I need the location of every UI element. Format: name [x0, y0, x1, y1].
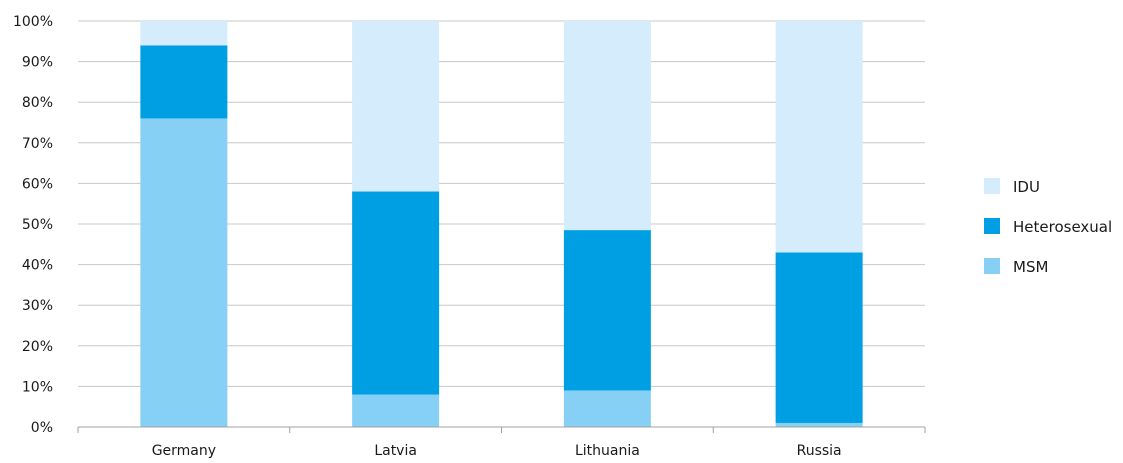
- legend-swatch-idu: [984, 178, 1000, 194]
- y-tick-label: 30%: [22, 298, 53, 314]
- legend-swatch-heterosexual: [984, 218, 1000, 234]
- y-tick-label: 40%: [22, 258, 53, 274]
- x-tick-label-russia: Russia: [797, 443, 842, 459]
- bar-lithuania-msm: [563, 390, 651, 427]
- bar-lithuania-heterosexual: [563, 230, 651, 391]
- legend: IDU Heterosexual MSM: [984, 178, 1112, 276]
- y-tick-label: 70%: [22, 136, 53, 152]
- legend-label-heterosexual: Heterosexual: [1013, 218, 1112, 236]
- bar-latvia-msm: [352, 394, 440, 427]
- y-axis-tick-labels: 0% 10% 20% 30% 40% 50% 60% 70% 80% 90% 100%: [13, 14, 53, 436]
- bars: [140, 21, 863, 427]
- bar-germany-heterosexual: [140, 45, 228, 119]
- bar-germany-idu: [140, 21, 228, 46]
- y-tick-label: 0%: [31, 420, 53, 436]
- bar-russia-msm: [775, 422, 863, 427]
- y-tick-label: 50%: [22, 217, 53, 233]
- x-tick-label-latvia: Latvia: [374, 443, 417, 459]
- y-tick-label: 10%: [22, 379, 53, 395]
- bar-lithuania-idu: [563, 21, 651, 231]
- legend-label-idu: IDU: [1013, 178, 1040, 196]
- legend-label-msm: MSM: [1013, 258, 1048, 276]
- bar-russia-idu: [775, 21, 863, 253]
- bar-latvia-heterosexual: [352, 191, 440, 395]
- y-tick-label: 60%: [22, 176, 53, 192]
- y-tick-label: 80%: [22, 95, 53, 111]
- bar-latvia-idu: [352, 21, 440, 192]
- y-tick-label: 20%: [22, 339, 53, 355]
- y-tick-label: 90%: [22, 55, 53, 71]
- x-axis: [77, 426, 926, 433]
- bar-germany-msm: [140, 118, 228, 427]
- bar-russia-heterosexual: [775, 252, 863, 423]
- x-tick-label-lithuania: Lithuania: [575, 443, 640, 459]
- x-tick-label-germany: Germany: [152, 443, 216, 459]
- legend-swatch-msm: [984, 258, 1000, 274]
- x-axis-tick-labels: Germany Latvia Lithuania Russia: [152, 443, 842, 459]
- y-tick-label: 100%: [13, 14, 53, 30]
